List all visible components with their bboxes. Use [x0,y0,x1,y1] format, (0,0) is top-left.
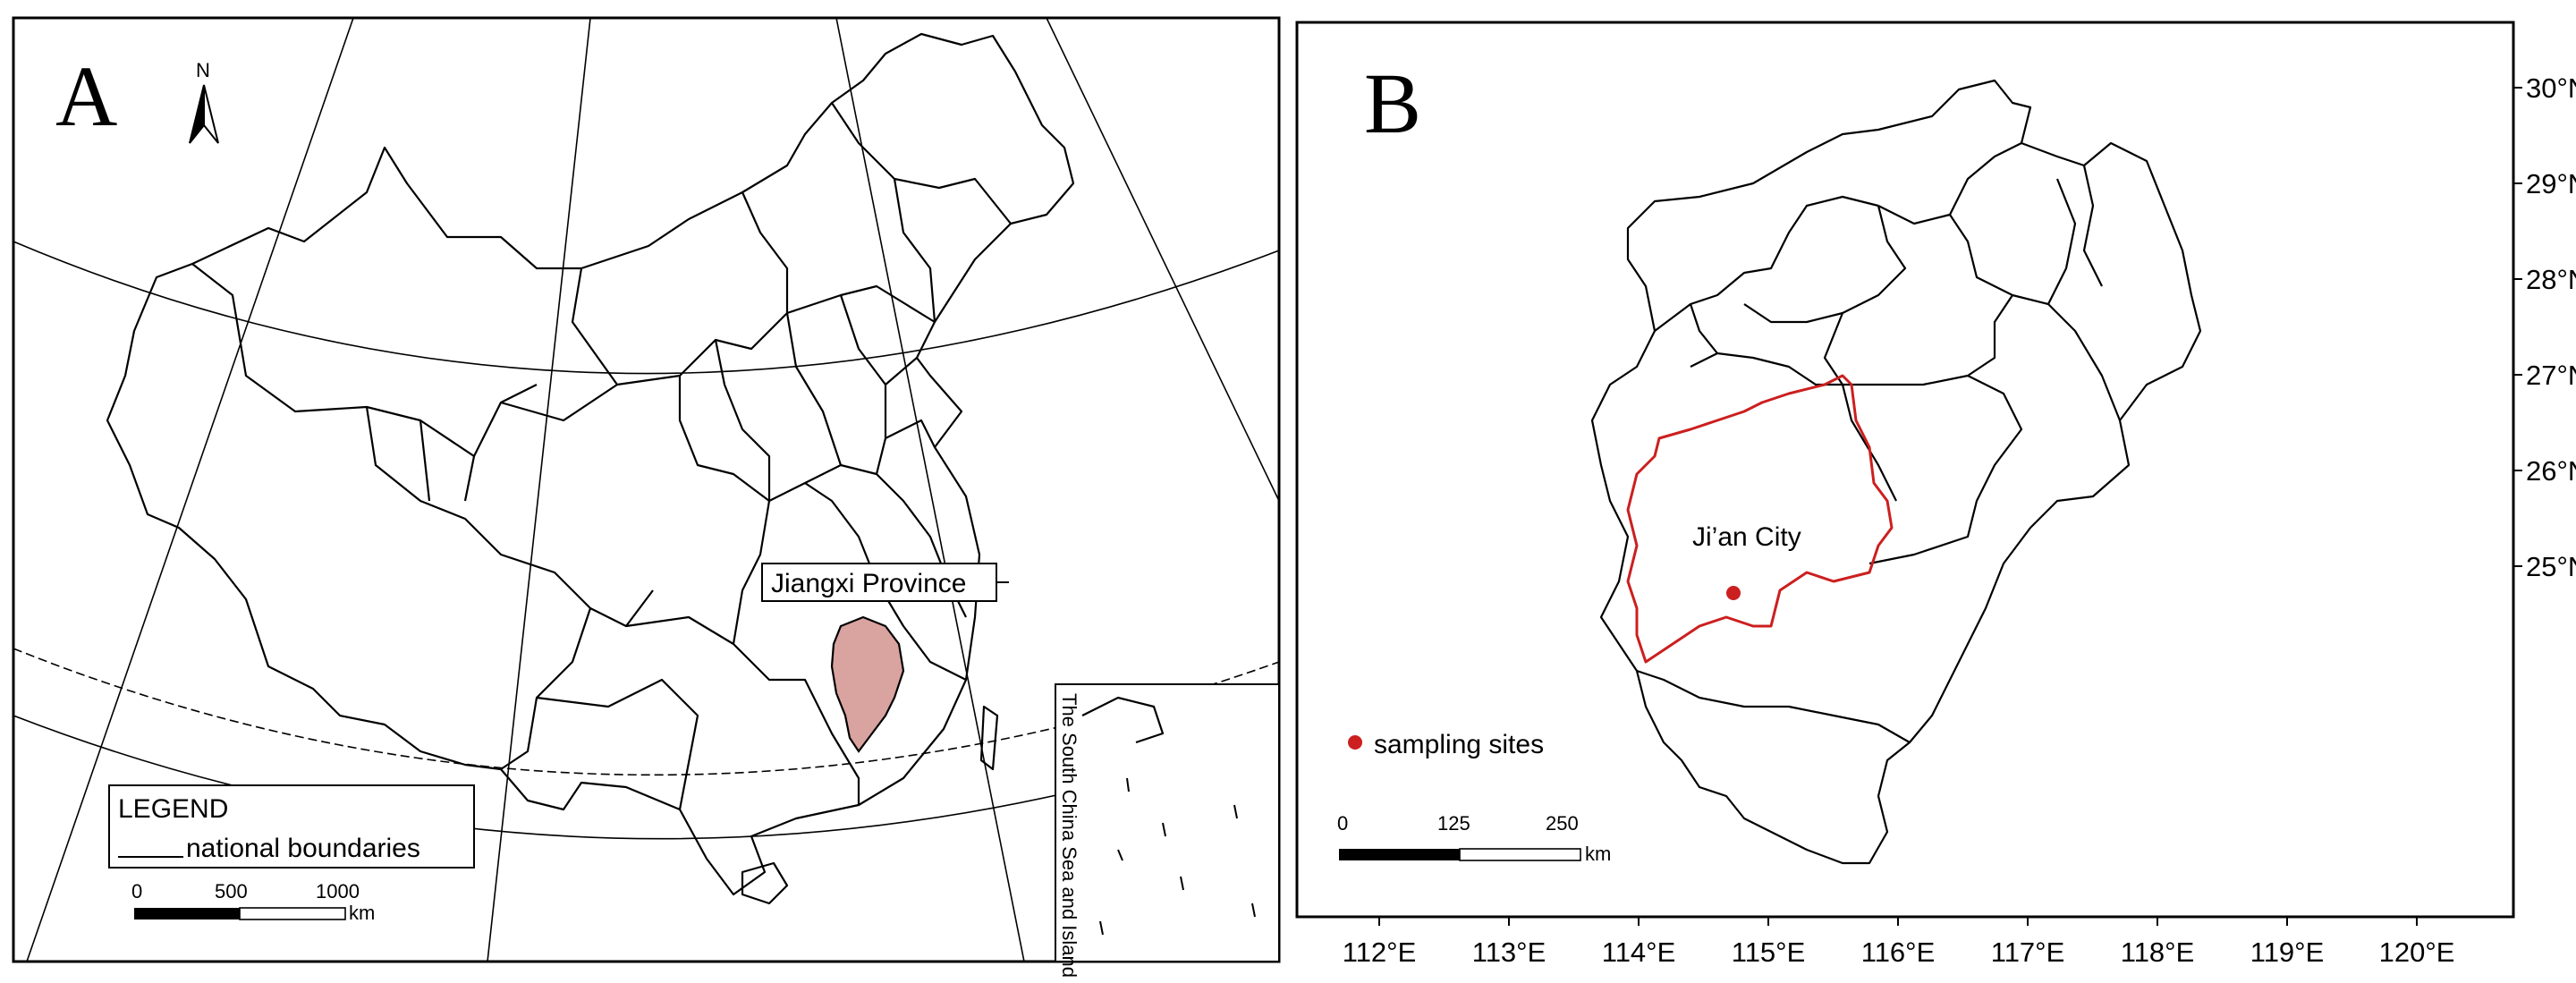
city-label: Ji’an City [1692,522,1801,552]
provincial-boundaries [191,102,1012,810]
legend-box [108,784,475,869]
china-outline [106,32,1075,896]
scale-b-tick-0: 0 [1337,812,1348,835]
lat-tick-label: 25°N [2526,551,2576,582]
legend-item-label: national boundaries [186,834,420,863]
lon-tick-label: 115°E [1732,936,1806,968]
panel-b-map: B Ji’an City sampling sites [1295,21,2576,968]
legend-sampling-dot [1348,735,1362,750]
lat-tick-label: 26°N [2526,455,2576,487]
jiangxi-outline [1590,79,2202,865]
prefecture-boundaries [1636,142,2122,743]
lon-tick-label: 114°E [1602,936,1676,968]
scale-bar-b: 0 125 250 km [1337,812,1611,865]
inset-islands [1099,777,1256,936]
province-label-box [761,563,997,602]
lon-tick-label: 113°E [1472,936,1546,968]
panel-a-letter: A [55,48,117,144]
panel-b-letter: B [1364,55,1421,151]
scale-b-tick-2: 250 [1546,812,1579,835]
hainan-island [741,861,789,905]
scale-b-unit: km [1585,843,1611,865]
south-china-sea-inset [1055,683,1279,962]
latitude-ticks: 30°N 29°N 28°N 27°N 26°N 25°N [2513,72,2576,582]
lon-tick-label: 116°E [1861,936,1936,968]
lon-tick-label: 119°E [2250,936,2325,968]
north-arrow-icon [189,84,219,144]
taiwan-island [979,705,999,771]
graticule-meridians [26,18,1279,962]
jiangxi-province-area [830,615,905,753]
province-label: Jiangxi Province [771,569,966,598]
scale-a-tick-0: 0 [131,880,142,902]
north-label: N [196,59,210,81]
lat-tick-label: 27°N [2526,360,2576,391]
lon-tick-label: 112°E [1343,936,1417,968]
legend-title: LEGEND [118,794,228,824]
panel-b-frame [1295,21,2515,919]
lat-tick-label: 30°N [2526,72,2576,104]
inset-label: The South China Sea and Island [1058,693,1080,978]
lon-tick-label: 117°E [1991,936,2065,968]
panel-a-map: A N Jiangxi Province The South China Sea… [12,16,1281,978]
lat-tick-label: 28°N [2526,264,2576,295]
lon-tick-label: 118°E [2121,936,2195,968]
lat-tick-label: 29°N [2526,168,2576,199]
longitude-ticks: 112°E 113°E 114°E 115°E 116°E 117°E 118°E 119°E… [1343,917,2455,968]
jian-city-boundary [1626,374,1894,664]
scale-b-tick-1: 125 [1437,812,1470,835]
scale-a-tick-1: 500 [215,880,248,902]
scale-a-tick-2: 1000 [316,880,360,902]
legend-sampling-label: sampling sites [1374,730,1544,759]
lon-tick-label: 120°E [2379,936,2455,968]
inset-coast [1081,696,1165,744]
scale-a-unit: km [349,902,375,924]
sampling-site-marker [1726,586,1741,600]
scale-bar-a: 0 500 1000 km [131,880,375,924]
panel-a-frame [12,16,1281,963]
